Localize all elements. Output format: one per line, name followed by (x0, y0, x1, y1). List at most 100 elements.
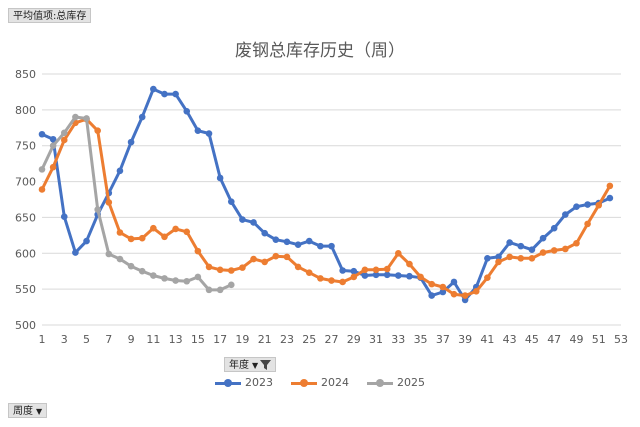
data-point-2024 (484, 274, 491, 281)
data-point-2023 (317, 242, 324, 250)
x-tick-label: 27 (325, 333, 339, 346)
data-point-2023 (573, 203, 580, 210)
x-tick-label: 17 (213, 333, 227, 346)
data-point-2025 (205, 286, 213, 294)
legend-label: 2024 (321, 376, 349, 389)
legend-swatch-icon (291, 378, 317, 388)
data-point-2024 (550, 247, 558, 254)
value-field-label: 平均值项:总库存 (13, 11, 87, 22)
data-point-2025 (116, 255, 124, 263)
data-point-2023 (550, 224, 558, 232)
data-point-2023 (450, 278, 458, 286)
data-point-2024 (606, 182, 614, 190)
data-point-2025 (83, 115, 90, 122)
x-tick-label: 53 (614, 333, 628, 346)
dropdown-arrow-icon: ▼ (36, 407, 43, 416)
x-tick-label: 29 (347, 333, 361, 346)
x-tick-label: 11 (146, 333, 160, 346)
data-point-2025 (127, 262, 135, 270)
y-tick-label: 600 (15, 247, 36, 260)
data-point-2023 (339, 267, 346, 274)
data-point-2023 (517, 242, 525, 250)
data-point-2024 (105, 199, 113, 206)
data-point-2023 (439, 288, 447, 296)
data-point-2023 (127, 138, 135, 146)
data-point-2023 (283, 238, 291, 246)
data-point-2023 (495, 253, 502, 261)
data-point-2023 (183, 107, 191, 115)
data-point-2024 (161, 233, 168, 241)
data-point-2023 (383, 271, 391, 279)
data-point-2023 (484, 255, 491, 262)
data-point-2024 (528, 255, 536, 262)
data-point-2023 (172, 90, 179, 98)
y-tick-label: 800 (15, 104, 36, 117)
x-tick-label: 51 (592, 333, 606, 346)
data-point-2024 (261, 258, 268, 266)
year-field-button[interactable]: 年度 ▼ (224, 357, 277, 372)
series-line-2024 (40, 117, 612, 298)
data-point-2024 (172, 225, 179, 233)
data-point-2025 (172, 277, 179, 284)
data-point-2025 (49, 142, 57, 150)
week-field-button[interactable]: 周度 ▼ (8, 403, 48, 418)
data-point-2025 (138, 267, 146, 275)
x-tick-label: 15 (191, 333, 205, 346)
data-point-2023 (584, 201, 591, 208)
data-point-2024 (517, 255, 525, 262)
data-point-2024 (60, 136, 68, 144)
data-point-2024 (272, 252, 280, 260)
data-point-2023 (38, 130, 46, 138)
data-point-2024 (38, 186, 46, 193)
data-point-2023 (161, 90, 168, 98)
data-point-2024 (283, 253, 291, 261)
x-tick-label: 5 (83, 333, 90, 346)
data-point-2023 (49, 135, 57, 143)
data-point-2023 (239, 216, 246, 223)
x-tick-label: 39 (458, 333, 472, 346)
data-point-2024 (584, 220, 591, 228)
data-point-2023 (361, 272, 369, 279)
data-point-2023 (138, 113, 146, 121)
data-point-2023 (562, 211, 569, 218)
data-point-2024 (395, 249, 402, 257)
data-point-2024 (495, 258, 502, 266)
data-point-2023 (216, 174, 224, 182)
y-tick-label: 700 (15, 176, 36, 189)
data-point-2024 (428, 280, 436, 288)
legend-swatch-icon (215, 378, 241, 388)
y-tick-label: 500 (15, 319, 36, 332)
series-line-2023 (40, 87, 612, 302)
data-point-2024 (472, 287, 480, 295)
x-tick-label: 43 (503, 333, 517, 346)
data-point-2024 (328, 277, 335, 284)
data-point-2024 (450, 290, 458, 298)
x-tick-label: 49 (569, 333, 583, 346)
value-field-button[interactable]: 平均值项:总库存 (8, 8, 92, 23)
data-point-2025 (216, 286, 224, 294)
legend-item-2023: 2023 (215, 376, 273, 389)
y-tick-label: 550 (15, 283, 36, 296)
data-point-2023 (539, 234, 547, 242)
data-point-2023 (194, 127, 202, 134)
data-point-2023 (294, 241, 302, 248)
data-point-2024 (138, 234, 146, 242)
data-point-2024 (539, 249, 547, 256)
data-point-2024 (150, 224, 157, 232)
data-point-2025 (227, 281, 235, 289)
x-tick-label: 13 (169, 333, 183, 346)
data-point-2024 (573, 239, 580, 247)
x-tick-label: 1 (39, 333, 46, 346)
data-point-2023 (506, 239, 513, 246)
legend-swatch-icon (367, 378, 393, 388)
y-tick-label: 750 (15, 140, 36, 153)
data-point-2024 (116, 229, 124, 236)
data-point-2023 (261, 229, 268, 237)
data-point-2023 (272, 236, 280, 243)
data-point-2024 (205, 263, 213, 271)
data-point-2025 (105, 250, 113, 258)
x-tick-label: 21 (258, 333, 272, 346)
data-point-2025 (94, 206, 101, 213)
data-point-2023 (606, 194, 614, 202)
data-point-2024 (250, 255, 257, 263)
